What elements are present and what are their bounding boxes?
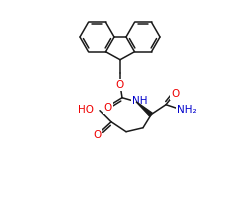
Text: NH₂: NH₂ <box>177 105 197 115</box>
Text: O: O <box>116 80 124 90</box>
Text: O: O <box>171 89 179 99</box>
Text: HO: HO <box>78 105 94 115</box>
Text: O: O <box>104 103 112 113</box>
Text: O: O <box>93 130 101 140</box>
Text: NH: NH <box>132 96 148 106</box>
Polygon shape <box>136 102 152 116</box>
